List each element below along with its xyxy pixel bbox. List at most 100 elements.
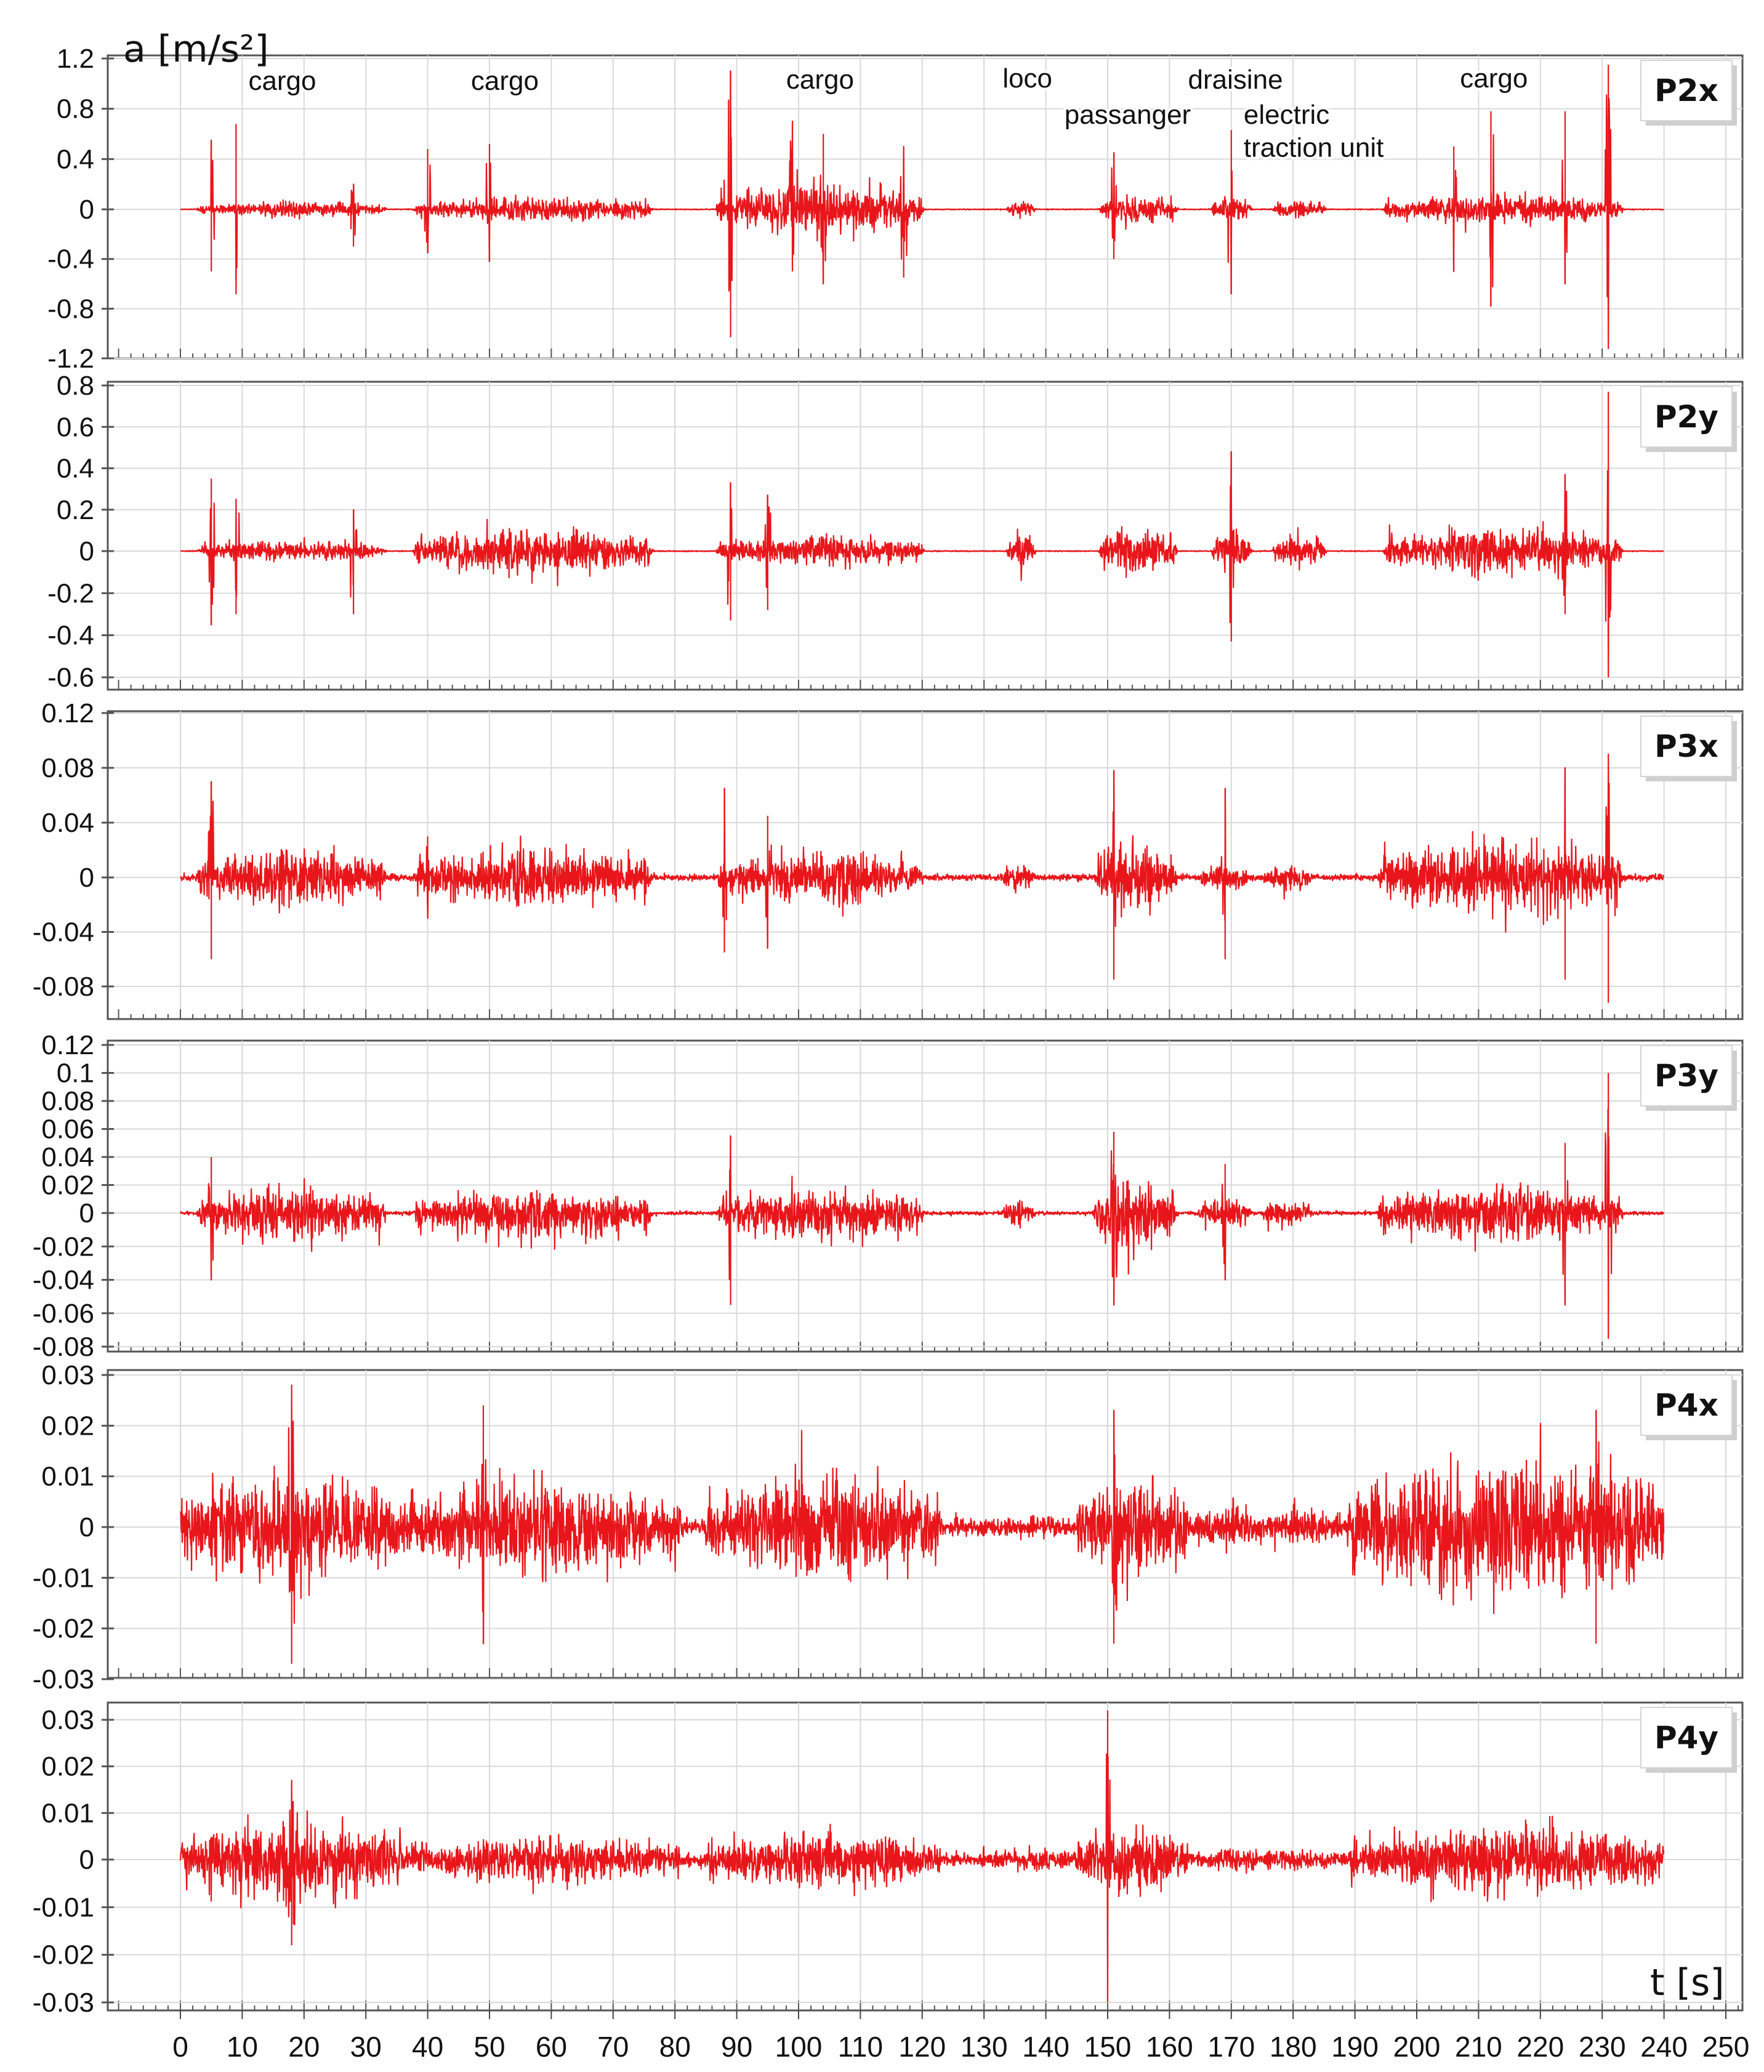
y-tick-label: 0.02 [41,1752,94,1782]
y-tick-label: 0.01 [41,1462,94,1492]
y-tick-label: -0.4 [47,621,94,651]
panel-frame [107,1039,1744,1353]
y-axis-label: a [m/s²] [123,28,269,71]
y-tick-label: -0.02 [33,1614,94,1644]
x-tick-label: 100 [775,2031,823,2063]
x-tick-label: 110 [838,2031,883,2063]
y-tick-label: 0.12 [41,1030,94,1060]
y-tick-label: 0.8 [57,94,94,124]
panel-p2y: 0.8 0.6 0.4 0.2 0 -0.2 -0.4 -0.6 P2y [47,371,1744,693]
panel-badge [1640,386,1733,448]
panel-name: P4y [1654,1720,1718,1756]
x-tick-label: 140 [1022,2031,1069,2063]
event-label: loco [1002,63,1052,94]
y-tick-label: 0.6 [57,412,94,442]
x-tick-label: 30 [350,2031,382,2063]
y-tick-label: -0.01 [33,1563,94,1593]
panel-frame [107,54,1744,360]
y-tick-label: 0.8 [57,371,94,401]
panel-badge [1640,1707,1733,1768]
y-tick-label: 0 [79,1512,94,1542]
y-tick-label: 0 [79,1198,94,1228]
y-tick-label: -0.06 [33,1299,94,1329]
y-tick-label: -0.04 [33,917,94,948]
y-tick-label: 0.02 [41,1171,94,1201]
x-axis-label: t [s] [1650,1961,1725,2004]
event-label: cargo [248,66,316,96]
panel-p3y: 0.120.10.080.060.040.020 -0.02-0.04-0.06-… [33,1030,1744,1362]
y-tick-label: -0.02 [33,1940,94,1970]
x-tick-label: 200 [1393,2031,1441,2063]
y-tick-label: 0.08 [41,1086,94,1116]
y-tick-label: -0.03 [33,1664,94,1695]
x-tick-label: 170 [1207,2031,1255,2063]
event-label: cargo [471,66,539,96]
panel-p2x: 1.2 0.8 0.4 0 -0.4 -0.8 -1.2 cargo cargo cargo loc… [47,44,1744,374]
y-tick-label: 0.08 [41,753,94,783]
panel-name: P2x [1654,73,1718,108]
signal-trace-p4x [180,1384,1665,1664]
y-tick-label: -0.04 [33,1265,94,1296]
x-tick-label: 70 [597,2031,629,2063]
y-tick-label: 0.06 [41,1115,94,1145]
y-tick-label: 1.2 [57,44,94,74]
event-label: cargo [1460,63,1528,94]
y-tick-label: 0.1 [57,1058,94,1089]
y-tick-label: 0.02 [41,1411,94,1441]
x-tick-label: 80 [659,2031,691,2063]
x-tick-label: 250 [1702,2031,1750,2063]
signal-trace-p3x [180,753,1665,1003]
y-tick-label: 0.03 [41,1705,94,1735]
event-label: draisine [1188,65,1283,95]
signal-trace-p4y [179,1710,1665,2002]
panel-frame [107,381,1744,691]
y-tick-label: 0 [79,1845,94,1875]
y-tick-label: -0.08 [33,1332,94,1362]
x-axis: 0 10 20 30 40 50 60 70 80 90 100 110 120 130 140 150 160… [172,2010,1749,2063]
x-tick-label: 230 [1579,2031,1626,2063]
panel-name: P2y [1654,399,1718,435]
event-label: passanger [1065,100,1191,130]
y-tick-label: -0.03 [33,1988,94,2018]
y-tick-label: -0.4 [47,244,94,275]
signal-trace-p2x [180,65,1664,349]
y-tick-label: 0.03 [41,1360,94,1390]
y-tick-label: -0.8 [47,294,94,324]
y-tick-label: 0 [79,195,94,225]
event-label: cargo [786,65,854,95]
panel-p4y: 0.03 0.02 0.01 0 -0.01 -0.02 -0.03 P4y [33,1701,1744,2018]
panels-layer: 1.2 0.8 0.4 0 -0.4 -0.8 -1.2 cargo cargo cargo loc… [33,44,1744,2018]
x-tick-label: 130 [961,2031,1008,2063]
y-tick-label: 0.12 [41,698,94,728]
event-label: electric [1244,100,1329,130]
panel-name: P4x [1654,1387,1718,1423]
y-tick-label: -0.6 [47,663,94,693]
x-tick-label: 50 [473,2031,505,2063]
panel-name: P3x [1654,728,1718,764]
y-tick-label: 0.01 [41,1798,94,1828]
x-tick-label: 10 [227,2031,258,2063]
x-tick-label: 0 [172,2031,188,2063]
y-tick-label: 0 [79,536,94,566]
x-tick-label: 120 [898,2031,946,2063]
signal-trace-p3y [180,1073,1665,1339]
y-tick-label: 0.2 [57,495,94,525]
panel-badge [1640,1045,1733,1107]
panel-p4x: 0.03 0.02 0.01 0 -0.01 -0.02 -0.03 P4x [33,1360,1744,1695]
y-tick-label: -0.2 [47,578,94,608]
x-tick-label: 160 [1146,2031,1193,2063]
y-tick-label: -0.02 [33,1232,94,1262]
panel-p3x: 0.12 0.08 0.04 0 -0.04 -0.08 P3x [33,698,1744,1020]
x-tick-label: 40 [412,2031,443,2063]
x-tick-label: 190 [1331,2031,1379,2063]
y-tick-label: 0.04 [41,808,94,838]
panel-frame [107,710,1744,1020]
y-tick-label: -0.01 [33,1892,94,1922]
y-tick-label: 0 [79,863,94,893]
panel-badge [1640,60,1733,121]
y-tick-label: -1.2 [47,344,94,374]
panel-badge [1640,716,1733,777]
y-tick-label: -0.08 [33,972,94,1002]
event-label: traction unit [1244,132,1383,163]
